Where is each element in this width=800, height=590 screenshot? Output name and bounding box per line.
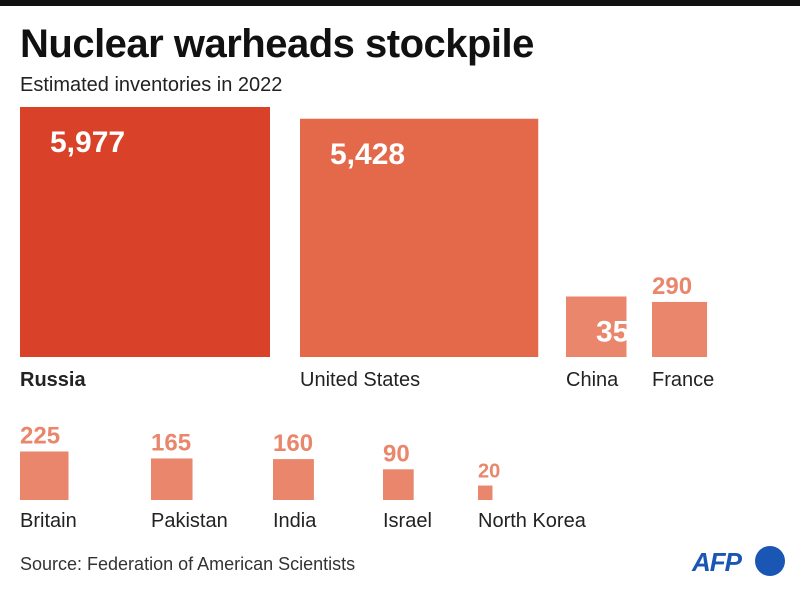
afp-logo-dot — [755, 546, 785, 576]
value-label-united-states: 5,428 — [330, 138, 405, 171]
category-label-pakistan: Pakistan — [151, 510, 228, 532]
bar-russia — [20, 107, 270, 357]
chart-title: Nuclear warheads stockpile — [20, 22, 534, 66]
bar-pakistan — [151, 458, 193, 500]
category-label-india: India — [273, 510, 317, 532]
value-label-china: 350 — [596, 316, 646, 349]
chart-subtitle: Estimated inventories in 2022 — [20, 74, 283, 96]
value-label-india: 160 — [273, 430, 313, 457]
category-label-north-korea: North Korea — [478, 510, 587, 532]
bar-north-korea — [478, 485, 493, 500]
bar-israel — [383, 469, 414, 500]
source-note: Source: Federation of American Scientist… — [20, 554, 356, 574]
value-label-pakistan: 165 — [151, 429, 191, 456]
value-label-britain: 225 — [20, 422, 60, 449]
category-label-israel: Israel — [383, 510, 432, 532]
bar-france — [652, 301, 708, 357]
category-label-united-states: United States — [300, 369, 420, 391]
category-label-russia: Russia — [20, 369, 86, 391]
bar-china — [566, 296, 627, 357]
afp-logo-text: AFP — [692, 547, 742, 577]
bar-india — [273, 459, 314, 500]
category-label-china: China — [566, 369, 619, 391]
value-label-russia: 5,977 — [50, 126, 125, 159]
category-label-france: France — [652, 369, 714, 391]
afp-logo: AFP — [692, 545, 787, 579]
bar-britain — [20, 451, 69, 500]
value-label-france: 290 — [652, 273, 692, 300]
value-label-north-korea: 20 — [478, 461, 500, 483]
top-rule — [0, 0, 800, 6]
bar-united-states — [300, 118, 539, 357]
value-label-israel: 90 — [383, 440, 410, 467]
category-label-britain: Britain — [20, 510, 77, 532]
